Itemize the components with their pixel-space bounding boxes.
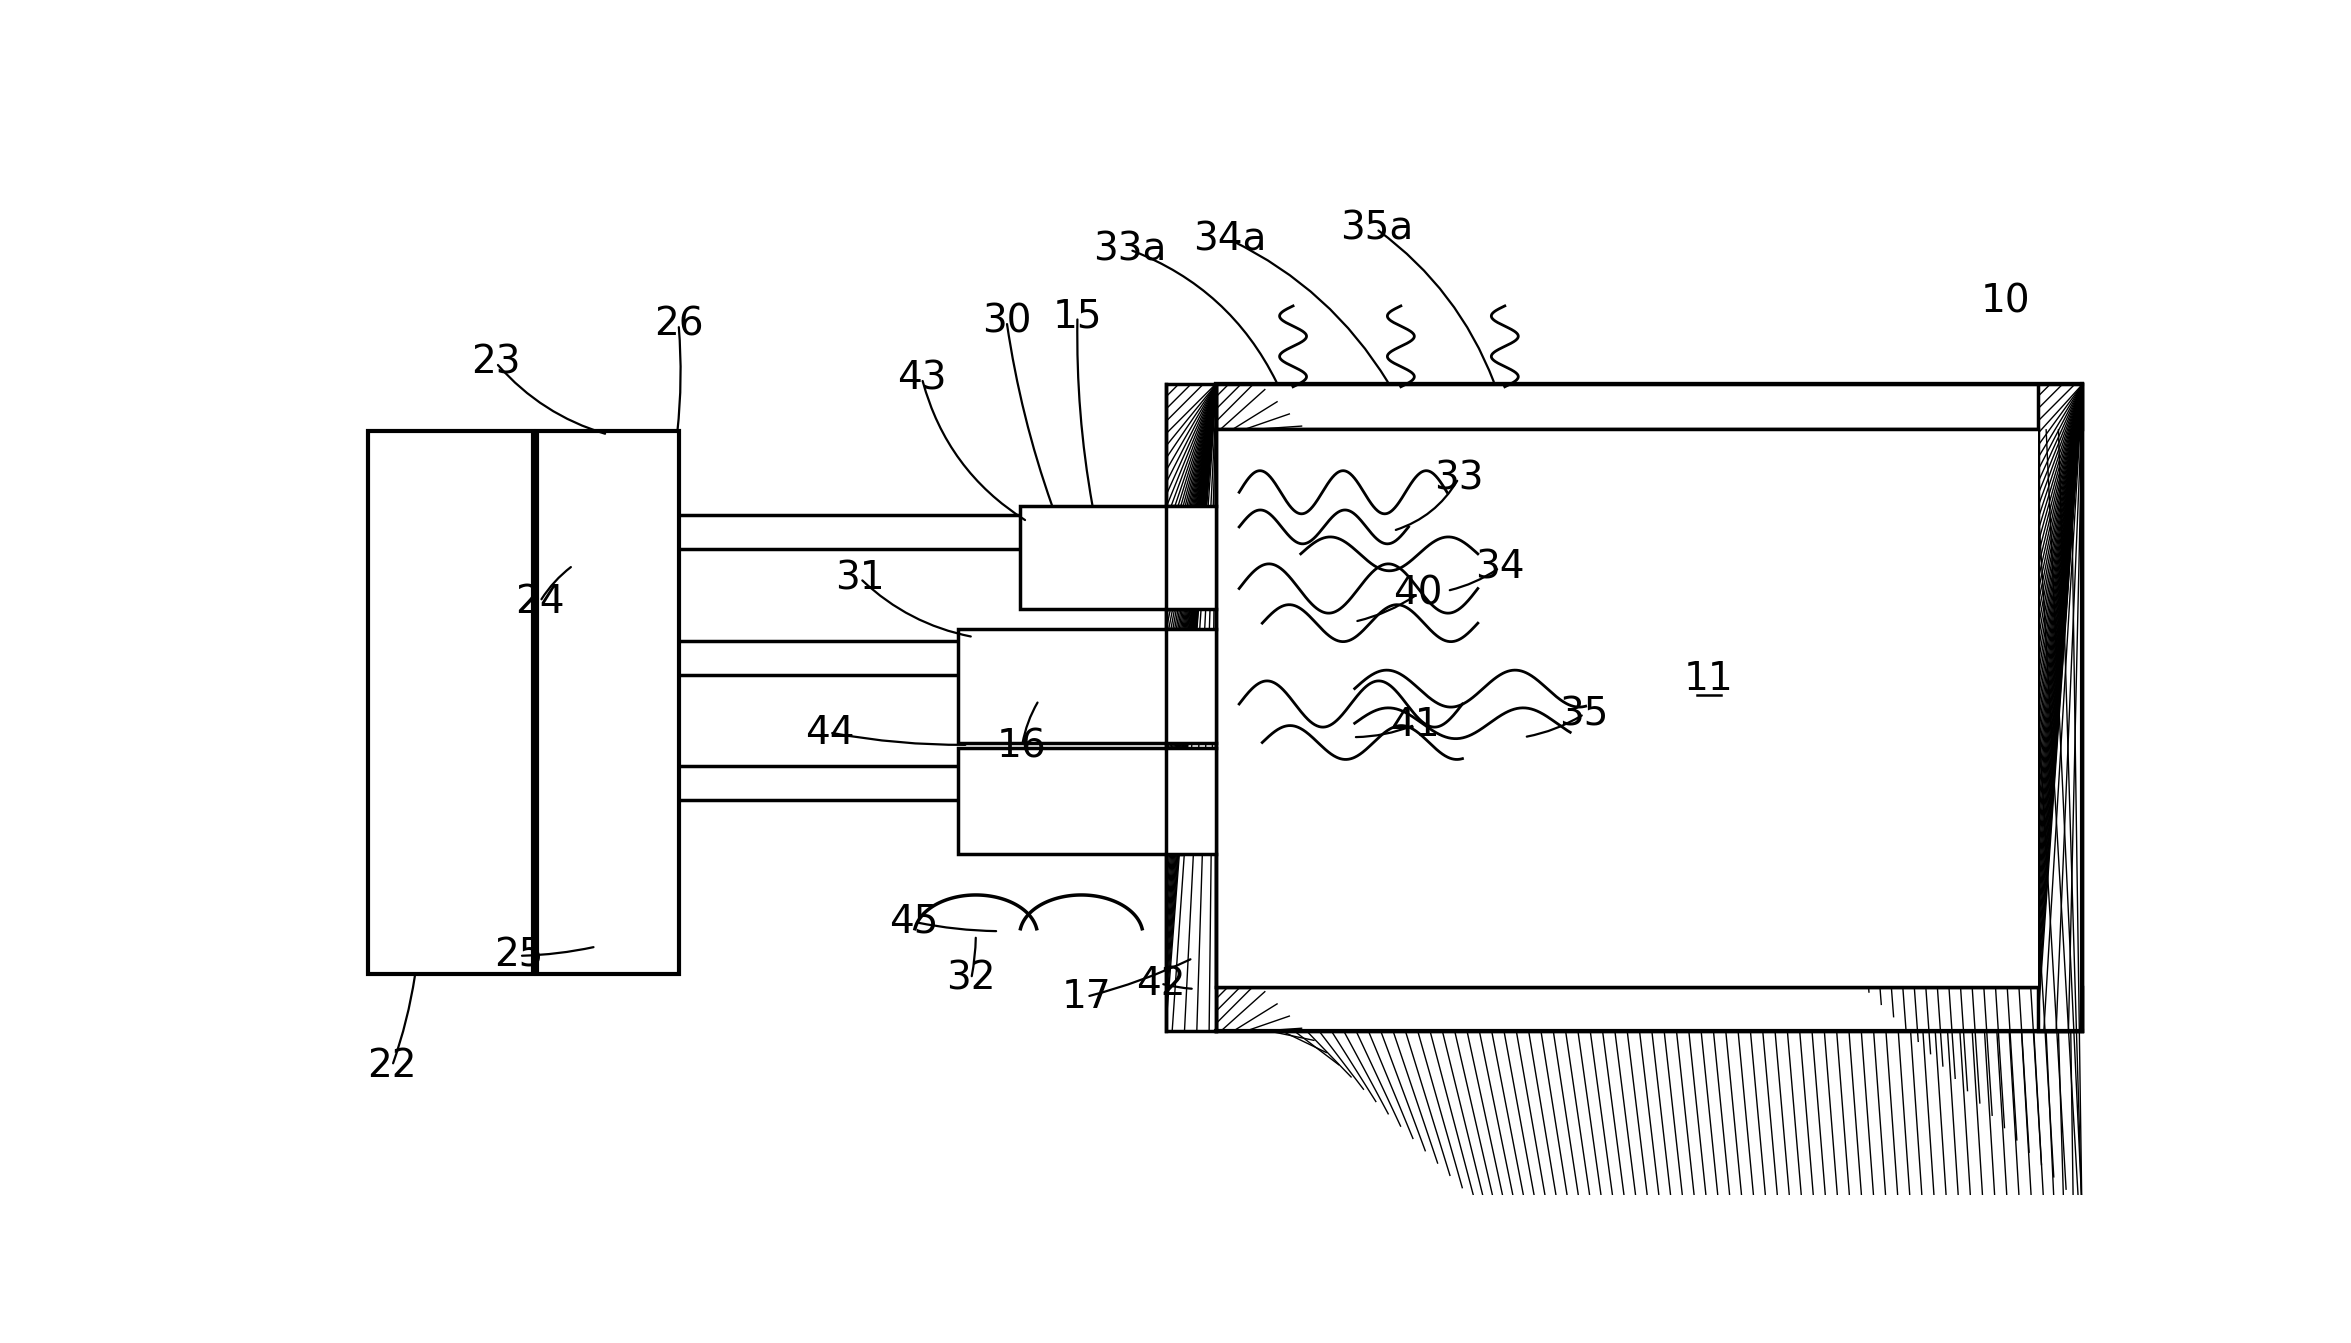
Text: 15: 15 bbox=[1053, 298, 1103, 336]
Text: 33: 33 bbox=[1434, 459, 1483, 497]
Text: 25: 25 bbox=[494, 937, 543, 975]
Bar bbox=[1166, 506, 1215, 610]
Text: 35: 35 bbox=[1559, 696, 1608, 733]
Text: 45: 45 bbox=[889, 902, 938, 941]
Bar bbox=[1166, 384, 1215, 1031]
Text: 16: 16 bbox=[997, 728, 1046, 766]
Text: 34a: 34a bbox=[1194, 220, 1267, 259]
Text: 17: 17 bbox=[1063, 978, 1112, 1015]
Text: 41: 41 bbox=[1389, 706, 1439, 744]
Bar bbox=[1020, 506, 1183, 610]
Text: 23: 23 bbox=[470, 344, 522, 381]
Bar bbox=[1215, 430, 2038, 987]
Text: 42: 42 bbox=[1136, 964, 1185, 1002]
Text: 11: 11 bbox=[1683, 659, 1733, 697]
Text: 34: 34 bbox=[1474, 549, 1523, 587]
Text: 44: 44 bbox=[804, 713, 853, 752]
Bar bbox=[1215, 987, 2083, 1031]
Bar bbox=[1215, 384, 2083, 1031]
Text: 43: 43 bbox=[898, 360, 947, 398]
Text: 35a: 35a bbox=[1340, 210, 1413, 248]
Bar bbox=[536, 431, 679, 974]
Bar bbox=[959, 630, 1183, 743]
Bar bbox=[2038, 384, 2083, 1031]
Text: 30: 30 bbox=[983, 302, 1032, 340]
Text: 40: 40 bbox=[1394, 575, 1444, 612]
Bar bbox=[1166, 748, 1215, 854]
Text: 10: 10 bbox=[1980, 282, 2031, 320]
Bar bbox=[1166, 630, 1215, 743]
Bar bbox=[1215, 384, 2083, 430]
Text: 26: 26 bbox=[654, 305, 703, 344]
Text: 31: 31 bbox=[835, 560, 884, 598]
Bar bbox=[367, 431, 534, 974]
Text: 33a: 33a bbox=[1093, 231, 1166, 269]
Text: 22: 22 bbox=[367, 1048, 416, 1085]
Bar bbox=[959, 748, 1183, 854]
Text: 24: 24 bbox=[515, 583, 564, 620]
Text: 32: 32 bbox=[947, 960, 997, 998]
